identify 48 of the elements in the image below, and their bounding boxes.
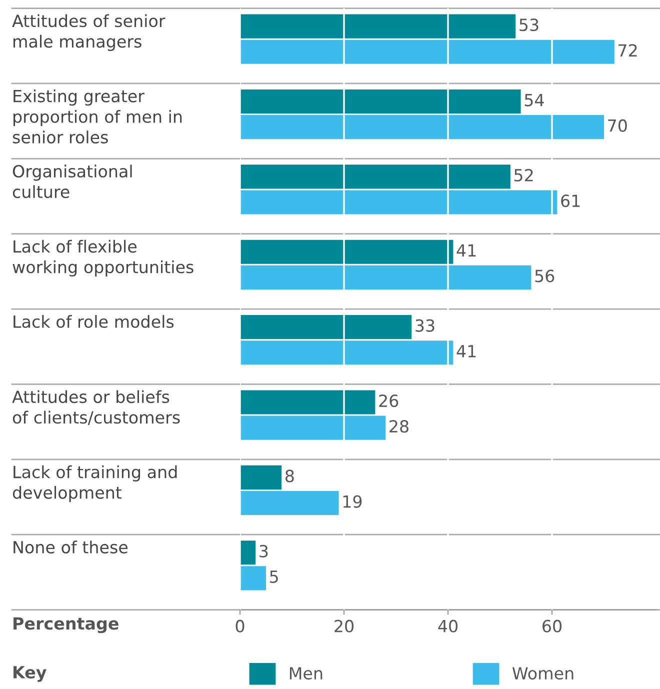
data-label: 26 bbox=[379, 394, 398, 408]
bar bbox=[240, 40, 614, 64]
y-tick-label: Lack of flexible working opportunities bbox=[12, 240, 194, 277]
bar bbox=[240, 240, 454, 264]
bar bbox=[240, 190, 558, 214]
data-label: 56 bbox=[535, 270, 554, 282]
data-label: 53 bbox=[520, 18, 538, 32]
bar bbox=[240, 14, 516, 38]
bar bbox=[240, 89, 521, 114]
bar bbox=[240, 566, 266, 590]
data-label: 52 bbox=[514, 168, 533, 182]
data-label: 41 bbox=[456, 345, 476, 358]
y-tick-label: Lack of training and development bbox=[12, 465, 177, 502]
data-label: 8 bbox=[286, 470, 294, 482]
data-label: 19 bbox=[343, 495, 362, 508]
y-tick-label: Attitudes of senior male managers bbox=[12, 14, 166, 51]
data-label: 72 bbox=[618, 44, 637, 56]
data-label: 41 bbox=[456, 244, 476, 256]
y-tick-label: Lack of role models bbox=[14, 315, 174, 328]
y-tick-label: None of these bbox=[14, 540, 128, 554]
bar bbox=[240, 465, 282, 490]
y-tick-label: Attitudes or beliefs of clients/customers bbox=[12, 390, 180, 425]
bar bbox=[240, 390, 376, 414]
data-label: 5 bbox=[270, 570, 278, 584]
x-tick-label: 0 bbox=[236, 620, 244, 632]
x-tick-label: 40 bbox=[438, 620, 458, 632]
data-label: 54 bbox=[524, 94, 544, 106]
y-tick-label: Organisational culture bbox=[12, 164, 132, 198]
bar bbox=[240, 315, 412, 340]
bar bbox=[240, 340, 454, 365]
bar bbox=[240, 416, 386, 440]
bar bbox=[240, 164, 510, 189]
legend-label: Men bbox=[290, 667, 322, 680]
x-tick-label: 60 bbox=[542, 620, 562, 632]
bar bbox=[240, 540, 256, 565]
bar bbox=[240, 490, 339, 516]
y-tick-label: Existing greater proportion of men in senior roles bbox=[12, 89, 182, 144]
data-label: 61 bbox=[561, 194, 580, 208]
data-label: 70 bbox=[608, 119, 627, 132]
bar bbox=[240, 115, 604, 140]
x-axis-title: Percentage bbox=[14, 617, 118, 634]
x-tick-label: 20 bbox=[334, 620, 354, 632]
data-label: 33 bbox=[416, 319, 434, 332]
legend-title: Key bbox=[14, 666, 46, 682]
bar bbox=[240, 265, 532, 290]
legend-label: Women bbox=[512, 667, 574, 680]
data-label: 28 bbox=[390, 420, 408, 433]
data-label: 3 bbox=[260, 544, 268, 558]
